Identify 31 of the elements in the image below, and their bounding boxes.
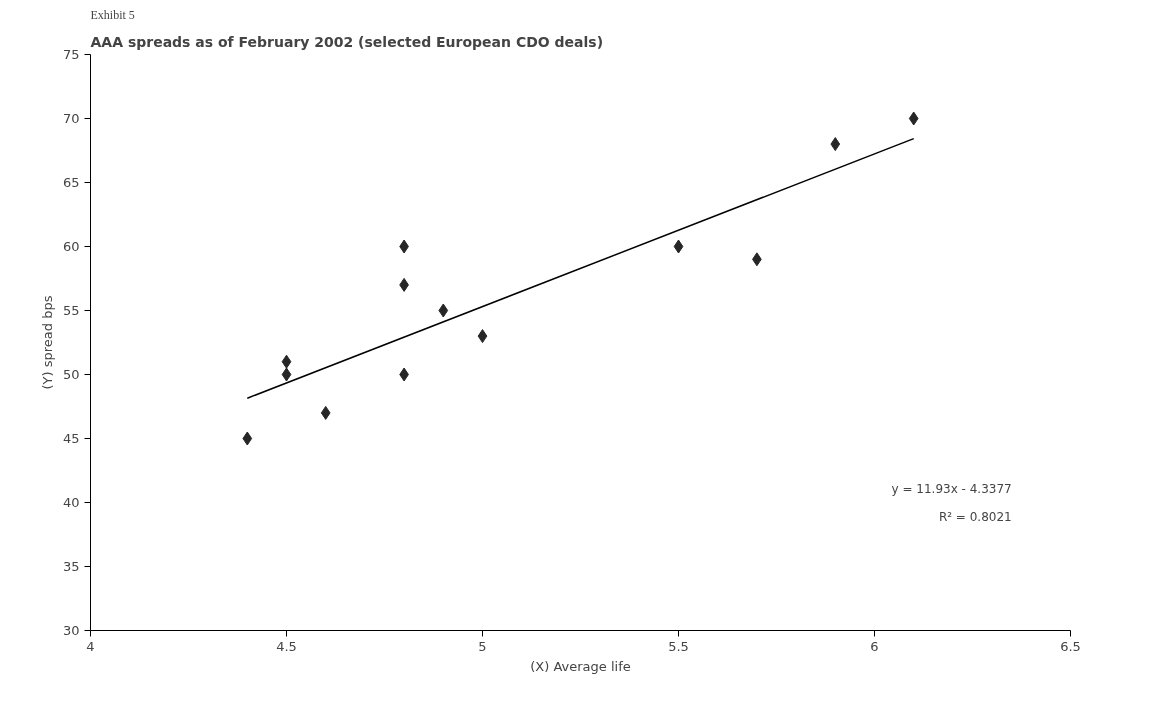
y-tick-label: 35: [62, 559, 80, 574]
point: [242, 431, 253, 446]
chart-subtitle: Exhibit 5: [90, 7, 135, 22]
x-tick-label: 5.5: [668, 638, 689, 654]
x-tick-label: 4: [86, 638, 95, 654]
chart-title: AAA spreads as of February 2002 (selected European CDO deals): [90, 33, 604, 50]
y-tick-label: 65: [62, 175, 80, 190]
point: [673, 239, 684, 254]
y-tick-label: 45: [62, 431, 80, 446]
x-tick-label: 6: [870, 638, 879, 654]
y-tick-label: 55: [62, 303, 80, 318]
y-tick-label: 75: [62, 47, 80, 62]
point: [477, 329, 488, 344]
x-tick-label: 5: [478, 638, 487, 654]
y-tick-label: 50: [62, 367, 80, 382]
point: [830, 137, 841, 152]
x-tick-label: 4.5: [276, 638, 297, 654]
y-tick-label: 40: [62, 495, 80, 510]
point: [281, 367, 292, 382]
y-axis-title: (Y) spread bps: [39, 295, 55, 390]
point: [438, 303, 449, 318]
y-tick-label: 70: [62, 111, 80, 126]
y-tick-label: 60: [62, 239, 80, 254]
point: [908, 111, 919, 126]
x-tick-label: 6.5: [1060, 638, 1081, 654]
annotation: y = 11.93x - 4.3377: [891, 482, 1012, 497]
y-tick-label: 30: [62, 623, 80, 638]
point: [281, 354, 292, 369]
x-axis-title: (X) Average life: [530, 658, 631, 674]
annotation: R² = 0.8021: [938, 510, 1012, 525]
point: [320, 405, 331, 420]
